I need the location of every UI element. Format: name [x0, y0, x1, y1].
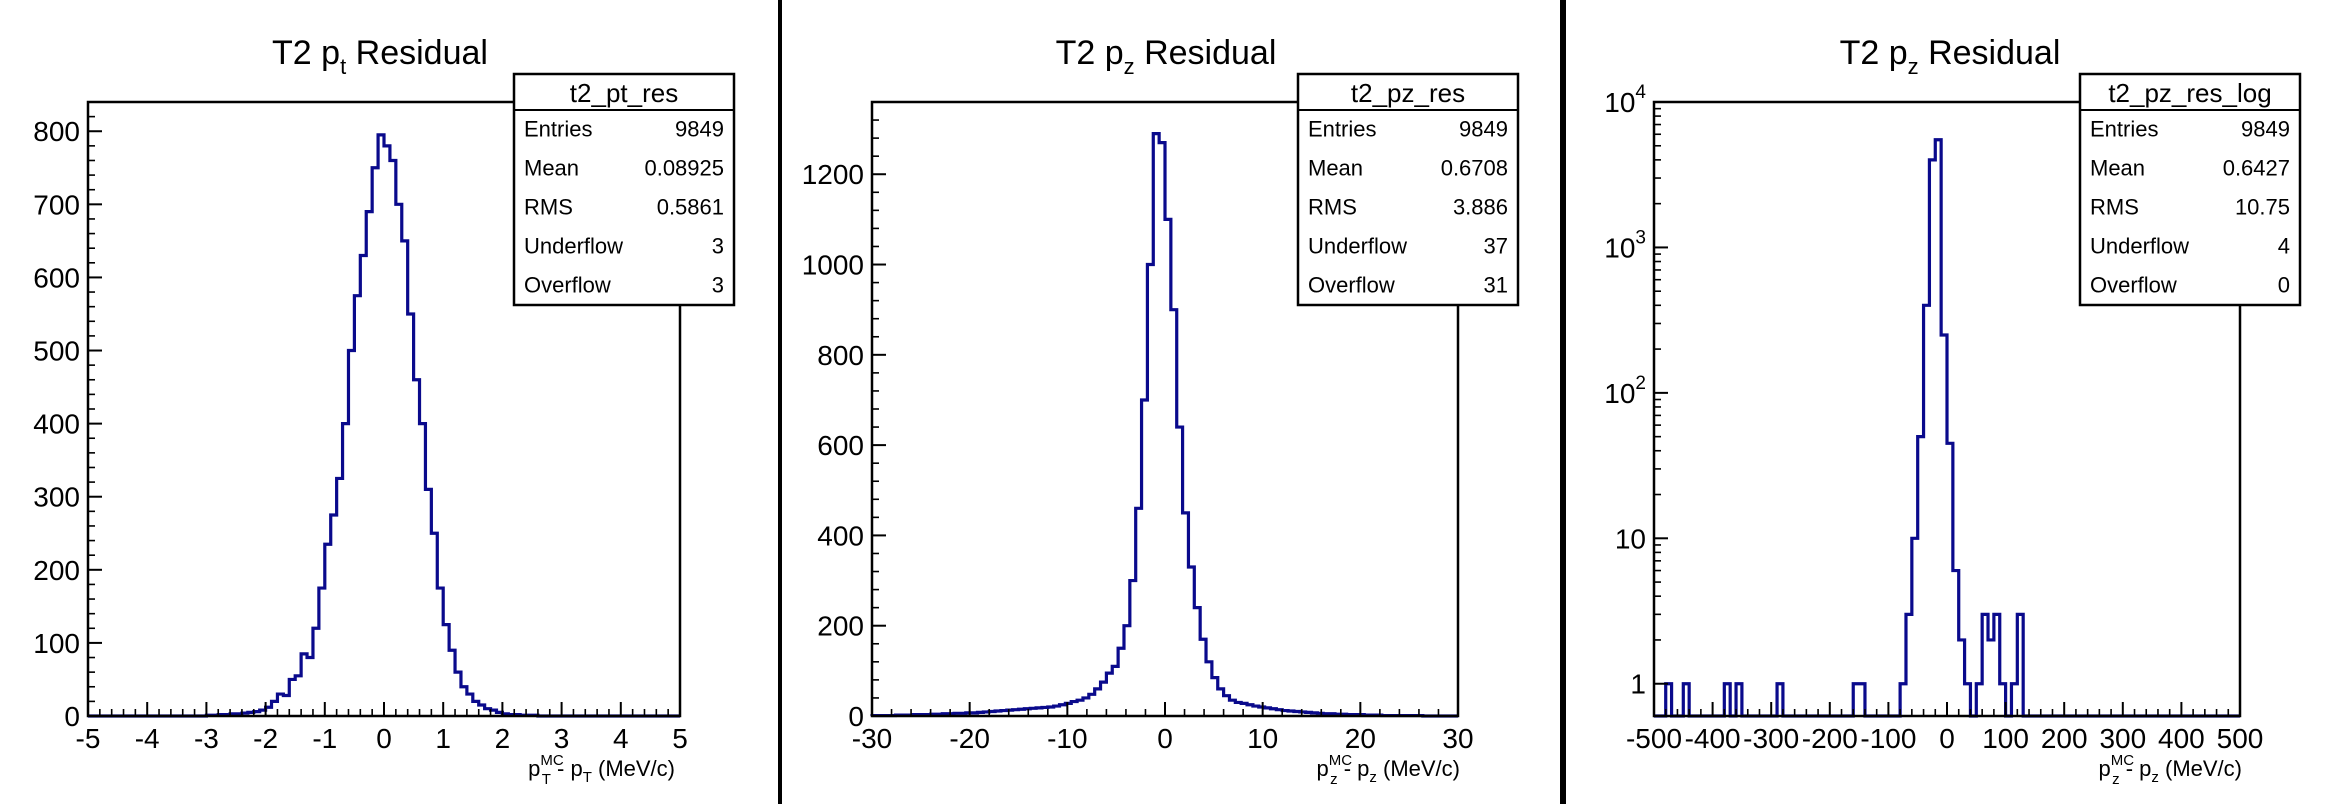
y-tick-label: 1200 — [802, 159, 864, 190]
stats-row-value: 4 — [2278, 234, 2290, 259]
x-tick-label: -1 — [312, 723, 337, 754]
stats-row-value: 37 — [1484, 234, 1508, 259]
y-tick-label: 100 — [33, 628, 80, 659]
stats-row-label: Underflow — [1308, 234, 1407, 259]
stats-row-value: 9849 — [1459, 117, 1508, 142]
chart-panel-2: T2 pz Residual -30 -20 -10 0 10 20 30 0 200 400 600… — [782, 0, 1560, 804]
stats-row-value: 0.6708 — [1441, 156, 1508, 181]
stats-row-label: Entries — [2090, 117, 2158, 142]
y-tick-label: 700 — [33, 189, 80, 220]
stats-box-name: t2_pz_res_log — [2108, 78, 2271, 108]
x-tick-label: 400 — [2158, 723, 2205, 754]
chart-title: T2 pt Residual — [272, 34, 488, 79]
stats-row-value: 0.5861 — [657, 195, 724, 220]
y-tick-label: 103 — [1604, 227, 1646, 263]
x-tick-label: 0 — [1939, 723, 1955, 754]
stats-box — [1296, 72, 1520, 307]
x-tick-label: 100 — [1982, 723, 2029, 754]
stats-row-label: RMS — [524, 195, 573, 220]
y-tick-label: 300 — [33, 482, 80, 513]
x-tick-label: 30 — [1442, 723, 1473, 754]
x-tick-label: 20 — [1345, 723, 1376, 754]
chart-title: T2 pz Residual — [1840, 34, 2061, 79]
stats-row-label: Overflow — [1308, 273, 1395, 298]
stats-row-value: 0.6427 — [2223, 156, 2290, 181]
stats-row-label: Underflow — [524, 234, 623, 259]
x-tick-label: 0 — [376, 723, 392, 754]
y-tick-label: 400 — [33, 409, 80, 440]
x-tick-label: 500 — [2217, 723, 2264, 754]
x-tick-label: -20 — [949, 723, 989, 754]
stats-row-value: 0.08925 — [644, 156, 724, 181]
stats-row-label: Underflow — [2090, 234, 2189, 259]
y-tick-label: 1 — [1630, 669, 1646, 700]
x-axis-label: pMC T - pT (MeV/c) — [528, 752, 675, 788]
stats-row-label: Mean — [2090, 156, 2145, 181]
x-tick-label: -5 — [76, 723, 101, 754]
x-tick-label: 4 — [613, 723, 629, 754]
x-tick-label: -500 — [1626, 723, 1682, 754]
y-tick-label: 600 — [817, 430, 864, 461]
stats-row-value: 10.75 — [2235, 195, 2290, 220]
stats-box-name: t2_pt_res — [570, 78, 678, 108]
x-tick-label: -400 — [1685, 723, 1741, 754]
stats-row-label: RMS — [1308, 195, 1357, 220]
x-tick-label: 0 — [1157, 723, 1173, 754]
stats-row-label: Overflow — [2090, 273, 2177, 298]
x-tick-label: -200 — [1802, 723, 1858, 754]
x-tick-label: -10 — [1047, 723, 1087, 754]
y-tick-label: 200 — [33, 555, 80, 586]
y-tick-label: 10 — [1615, 523, 1646, 554]
x-tick-label: 2 — [495, 723, 511, 754]
stats-box-name: t2_pz_res — [1351, 78, 1465, 108]
y-tick-label: 800 — [817, 340, 864, 371]
stats-row-label: Entries — [524, 117, 592, 142]
y-tick-label: 200 — [817, 611, 864, 642]
x-axis-label: pMC z - pz (MeV/c) — [2099, 752, 2243, 788]
y-tick-label: 600 — [33, 262, 80, 293]
stats-row-value: 31 — [1484, 273, 1508, 298]
y-tick-label: 800 — [33, 116, 80, 147]
stats-row-label: Mean — [1308, 156, 1363, 181]
x-tick-label: -300 — [1743, 723, 1799, 754]
chart-title: T2 pz Residual — [1056, 34, 1277, 79]
chart-panel-1: T2 pt Residual -5 -4 -3 -2 -1 0 1 2 3 4 5 0 100 200 300… — [0, 0, 778, 804]
y-tick-label: 102 — [1604, 373, 1646, 409]
x-tick-label: 3 — [554, 723, 570, 754]
stats-row-value: 3 — [712, 273, 724, 298]
stats-row-value: 9849 — [675, 117, 724, 142]
x-tick-label: -2 — [253, 723, 278, 754]
y-tick-label: 0 — [848, 701, 864, 732]
stats-row-value: 0 — [2278, 273, 2290, 298]
x-tick-label: -30 — [852, 723, 892, 754]
y-tick-label: 400 — [817, 520, 864, 551]
x-tick-label: -4 — [135, 723, 160, 754]
stats-row-label: Entries — [1308, 117, 1376, 142]
stats-row-value: 3.886 — [1453, 195, 1508, 220]
x-tick-label: -3 — [194, 723, 219, 754]
x-tick-label: 5 — [672, 723, 688, 754]
stats-row-value: 9849 — [2241, 117, 2290, 142]
stats-row-label: RMS — [2090, 195, 2139, 220]
y-tick-label: 104 — [1604, 82, 1646, 118]
histogram-line — [870, 132, 1458, 718]
stats-row-value: 3 — [712, 234, 724, 259]
x-tick-label: 1 — [435, 723, 451, 754]
x-tick-label: 200 — [2041, 723, 2088, 754]
x-tick-label: -100 — [1860, 723, 1916, 754]
x-tick-label: 10 — [1247, 723, 1278, 754]
y-tick-label: 1000 — [802, 250, 864, 281]
chart-panel-3: T2 pz Residual-500 -400 -300 -200 -100 0 100 20… — [1566, 0, 2330, 804]
x-axis-label: pMC z - pz (MeV/c) — [1317, 752, 1461, 788]
stats-row-label: Mean — [524, 156, 579, 181]
stats-box — [2078, 72, 2302, 307]
stats-row-label: Overflow — [524, 273, 611, 298]
y-tick-label: 0 — [64, 701, 80, 732]
y-tick-label: 500 — [33, 336, 80, 367]
x-tick-label: 300 — [2099, 723, 2146, 754]
stats-box — [512, 72, 736, 307]
